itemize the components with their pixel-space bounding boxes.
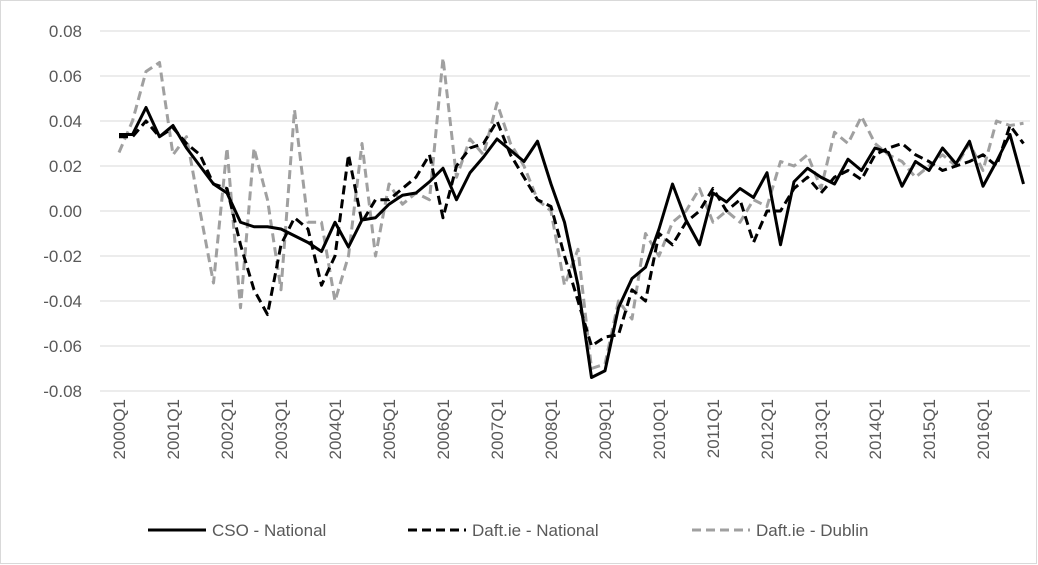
x-tick-label: 2016Q1: [974, 399, 993, 460]
y-tick-label: 0.00: [49, 202, 82, 221]
y-tick-label: 0.08: [49, 22, 82, 41]
x-tick-label: 2005Q1: [380, 399, 399, 460]
legend-label: CSO - National: [212, 521, 326, 540]
series-line: [119, 119, 1025, 348]
x-tick-label: 2014Q1: [866, 399, 885, 460]
legend-label: Daft.ie - Dublin: [756, 521, 868, 540]
x-tick-label: 2001Q1: [164, 399, 183, 460]
x-tick-label: 2003Q1: [272, 399, 291, 460]
x-tick-label: 2006Q1: [434, 399, 453, 460]
y-tick-label: -0.04: [43, 292, 82, 311]
series-line: [117, 56, 1024, 370]
x-tick-label: 2012Q1: [758, 399, 777, 460]
x-tick-label: 2002Q1: [218, 399, 237, 460]
x-tick-label: 2008Q1: [542, 399, 561, 460]
x-tick-label: 2004Q1: [326, 399, 345, 460]
x-tick-label: 2011Q1: [704, 399, 723, 458]
legend-label: Daft.ie - National: [472, 521, 599, 540]
y-tick-label: -0.08: [43, 382, 82, 401]
x-tick-label: 2007Q1: [488, 399, 507, 460]
x-tick-label: 2010Q1: [650, 399, 669, 460]
y-tick-label: -0.06: [43, 337, 82, 356]
x-tick-label: 2013Q1: [812, 399, 831, 460]
y-tick-label: 0.02: [49, 157, 82, 176]
y-tick-label: -0.02: [43, 247, 82, 266]
x-tick-label: 2009Q1: [596, 399, 615, 460]
x-tick-label: 2000Q1: [110, 399, 129, 460]
y-tick-label: 0.04: [49, 112, 82, 131]
x-tick-label: 2015Q1: [920, 399, 939, 460]
series-line: [119, 106, 1025, 379]
y-tick-label: 0.06: [49, 67, 82, 86]
